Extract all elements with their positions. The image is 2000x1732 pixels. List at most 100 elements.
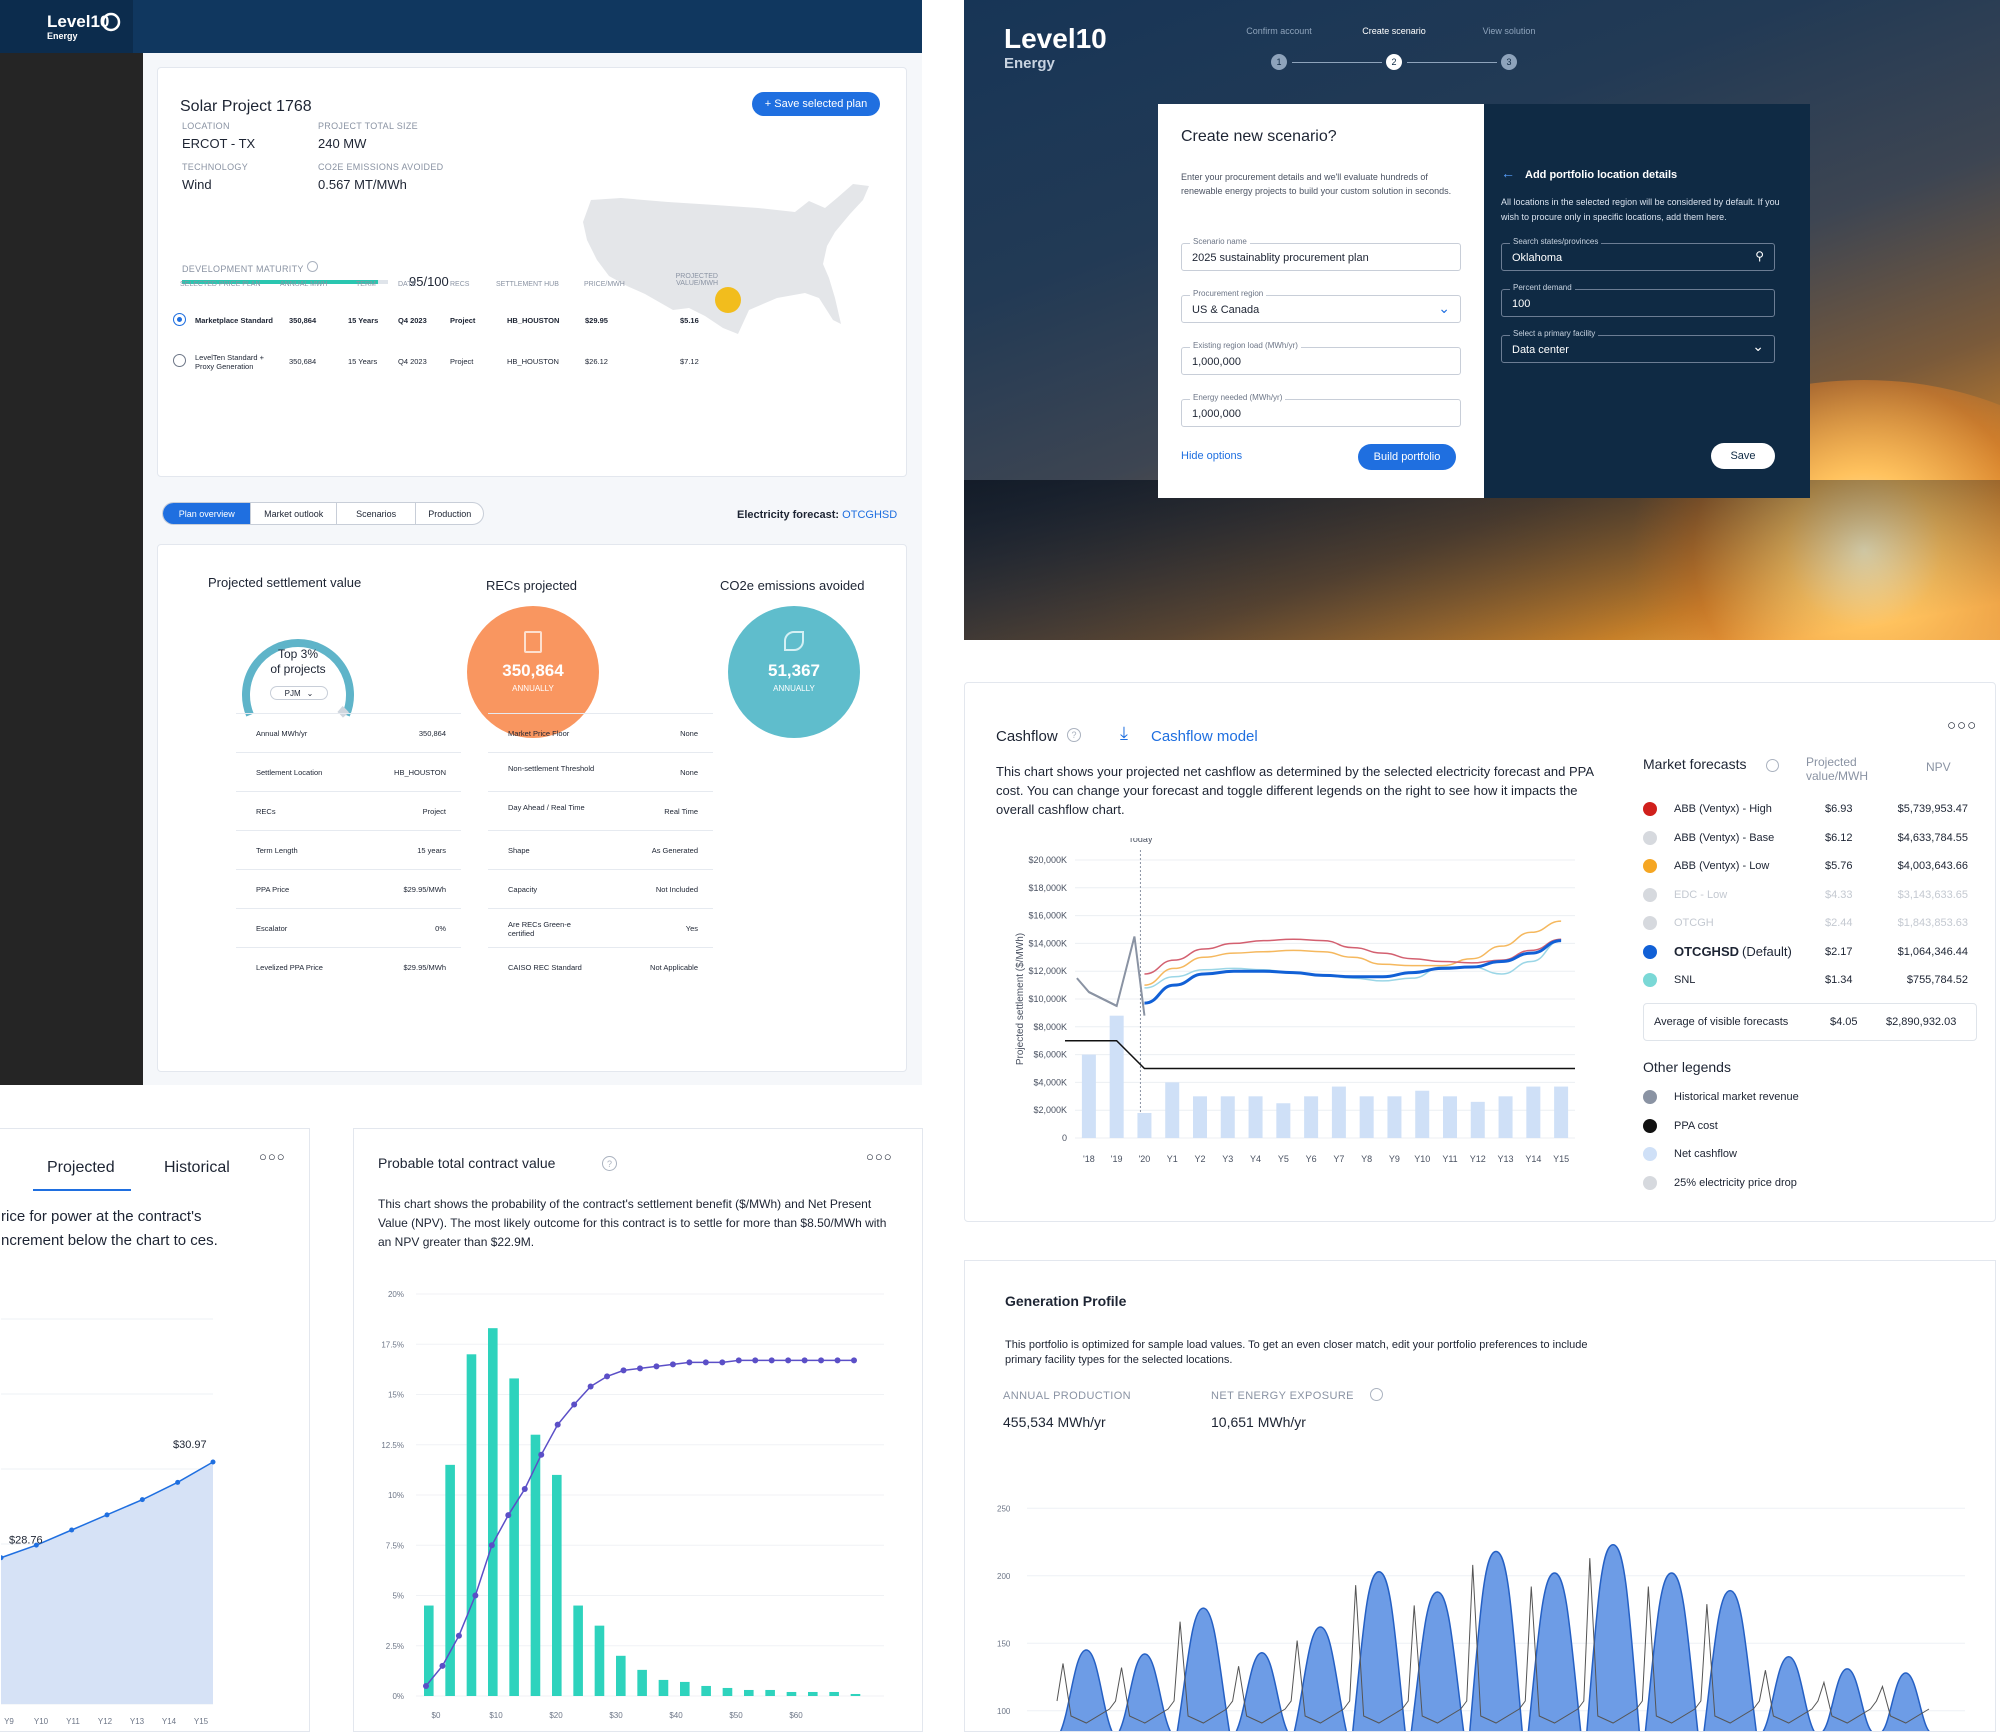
detail-value: $29.95/MWh bbox=[403, 885, 446, 894]
tab-market-outlook[interactable]: Market outlook bbox=[250, 503, 335, 524]
detail-value: None bbox=[680, 729, 698, 738]
x-tick-label: $10 bbox=[489, 1711, 503, 1720]
tab-historical[interactable]: Historical bbox=[164, 1159, 230, 1176]
projected-point bbox=[33, 1542, 39, 1548]
divider bbox=[236, 908, 461, 909]
probability-bar bbox=[722, 1687, 733, 1696]
forecast-row[interactable]: ABB (Ventyx) - High $6.93 $5,739,953.47 bbox=[1643, 800, 1983, 820]
y-tick-label: $8,000K bbox=[1033, 1022, 1067, 1032]
gauge-line2: of projects bbox=[270, 662, 326, 676]
contract-title: Probable total contract value bbox=[378, 1155, 556, 1171]
npv-point bbox=[801, 1357, 808, 1364]
probability-bar bbox=[594, 1625, 605, 1696]
detail-value: Project bbox=[422, 807, 446, 816]
step-connector bbox=[1292, 62, 1382, 63]
input-field[interactable]: Procurement region US & Canada ⌄ bbox=[1181, 289, 1461, 323]
detail-label: Market Price Floor bbox=[508, 729, 570, 738]
probability-bar bbox=[637, 1669, 647, 1696]
input-label: Energy needed (MWh/yr) bbox=[1190, 393, 1286, 402]
legend-row[interactable]: Net cashflow bbox=[1643, 1145, 1943, 1165]
npv-point bbox=[653, 1363, 660, 1370]
back-arrow-icon[interactable]: ← bbox=[1501, 165, 1515, 181]
build-portfolio-button[interactable]: Build portfolio bbox=[1358, 444, 1456, 470]
input-field[interactable]: Percent demand 100 bbox=[1501, 283, 1775, 317]
chevron-down-icon: ⌄ bbox=[1438, 300, 1450, 316]
divider bbox=[488, 791, 713, 792]
y-tick-label: 17.5% bbox=[381, 1340, 404, 1349]
help-icon[interactable] bbox=[1766, 759, 1779, 772]
more-options-icon[interactable]: ○○○ bbox=[866, 1149, 893, 1164]
legend-name: PPA cost bbox=[1674, 1119, 1718, 1132]
more-options-icon[interactable]: ○○○ bbox=[259, 1149, 286, 1164]
input-value: 1,000,000 bbox=[1192, 408, 1241, 420]
contract-desc: This chart shows the probability of the … bbox=[378, 1197, 887, 1249]
input-field[interactable]: Search states/provinces Oklahoma ⚲ bbox=[1501, 237, 1775, 271]
cashflow-bar bbox=[1165, 1082, 1180, 1138]
forecast-row[interactable]: ABB (Ventyx) - Low $5.76 $4,003,643.66 bbox=[1643, 857, 1983, 877]
divider bbox=[488, 869, 713, 870]
legend-name: 25% electricity price drop bbox=[1674, 1176, 1797, 1189]
npv-point bbox=[439, 1662, 446, 1669]
detail-label: Levelized PPA Price bbox=[256, 963, 323, 972]
download-icon[interactable]: ⤓ bbox=[1120, 723, 1128, 743]
generation-peak bbox=[1762, 1655, 1815, 1731]
forecast-row[interactable]: OTCGHSD (Default) $2.17 $1,064,346.44 bbox=[1643, 943, 1983, 963]
help-icon[interactable]: ? bbox=[602, 1156, 617, 1171]
divider bbox=[236, 869, 461, 870]
tab-production[interactable]: Production bbox=[415, 503, 483, 524]
forecast-row[interactable]: OTCGH $2.44 $1,843,853.63 bbox=[1643, 914, 1983, 934]
forecast-row[interactable]: EDC - Low $4.33 $3,143,633.65 bbox=[1643, 886, 1983, 906]
tab-plan-overview[interactable]: Plan overview bbox=[163, 503, 251, 524]
stat-exposure-label: NET ENERGY EXPOSURE bbox=[1211, 1390, 1354, 1402]
input-field[interactable]: Existing region load (MWh/yr) 1,000,000 bbox=[1181, 341, 1461, 375]
plan-header: PROJECTED VALUE/MWH bbox=[675, 273, 718, 287]
tab-scenarios[interactable]: Scenarios bbox=[335, 503, 416, 524]
region-select-value: PJM bbox=[284, 688, 301, 698]
y-tick-label: 7.5% bbox=[386, 1541, 404, 1550]
radio-selected[interactable] bbox=[173, 313, 186, 326]
logo[interactable]: Level10 Energy bbox=[0, 0, 133, 53]
projected-value-header: Projected value/MWH bbox=[1806, 755, 1869, 783]
legend-row[interactable]: PPA cost bbox=[1643, 1117, 1943, 1137]
help-icon[interactable] bbox=[1370, 1388, 1383, 1401]
step-label: Confirm account bbox=[1246, 26, 1312, 36]
projected-point bbox=[69, 1527, 75, 1533]
legend-row[interactable]: Historical market revenue bbox=[1643, 1088, 1943, 1108]
probability-bar bbox=[552, 1474, 562, 1696]
legend-row[interactable]: 25% electricity price drop bbox=[1643, 1174, 1943, 1194]
generation-peak bbox=[1586, 1543, 1640, 1731]
cashflow-model-link[interactable]: Cashflow model bbox=[1151, 728, 1258, 745]
scenario-desc: Enter your procurement details and we'll… bbox=[1181, 172, 1452, 196]
forecast-value: $1.34 bbox=[1825, 974, 1853, 986]
forecast-npv: $3,143,633.65 bbox=[1897, 888, 1968, 901]
input-field[interactable]: Scenario name 2025 sustainablity procurem… bbox=[1181, 237, 1461, 271]
input-field[interactable]: Select a primary facility Data center ⌄ bbox=[1501, 329, 1775, 363]
save-button[interactable]: Save bbox=[1711, 443, 1775, 469]
help-icon[interactable]: ? bbox=[1067, 728, 1081, 742]
input-field[interactable]: Energy needed (MWh/yr) 1,000,000 bbox=[1181, 393, 1461, 427]
npv-point bbox=[686, 1359, 693, 1366]
radio[interactable] bbox=[173, 354, 186, 367]
field-label: LOCATION bbox=[182, 121, 230, 131]
tab-projected-underline bbox=[33, 1189, 131, 1191]
kpi-co2-title: CO2e emissions avoided bbox=[720, 578, 865, 593]
save-plan-button[interactable]: + Save selected plan bbox=[752, 92, 880, 116]
npv-point bbox=[472, 1592, 479, 1599]
step-number: 2 bbox=[1386, 54, 1402, 70]
generation-peak bbox=[1235, 1651, 1289, 1731]
divider bbox=[488, 830, 713, 831]
generation-peak bbox=[1410, 1591, 1465, 1731]
generation-peak bbox=[1293, 1626, 1348, 1731]
forecast-row[interactable]: SNL $1.34 $755,784.52 bbox=[1643, 971, 1983, 991]
forecast-row[interactable]: ABB (Ventyx) - Base $6.12 $4,633,784.55 bbox=[1643, 829, 1983, 849]
hide-options-link[interactable]: Hide options bbox=[1181, 450, 1243, 462]
tab-projected[interactable]: Projected bbox=[47, 1159, 115, 1176]
forecast-link[interactable]: OTCGHSD bbox=[842, 509, 898, 521]
logo-ring-icon bbox=[101, 12, 121, 32]
average-npv: $2,890,932.03 bbox=[1886, 1016, 1957, 1028]
npv-point bbox=[669, 1361, 676, 1368]
more-options-icon[interactable]: ○○○ bbox=[1947, 717, 1978, 734]
x-tick-label: Y14 bbox=[1525, 1154, 1541, 1164]
region-select[interactable]: PJM ⌄ bbox=[270, 686, 328, 700]
x-tick-label: Y2 bbox=[1194, 1154, 1205, 1164]
